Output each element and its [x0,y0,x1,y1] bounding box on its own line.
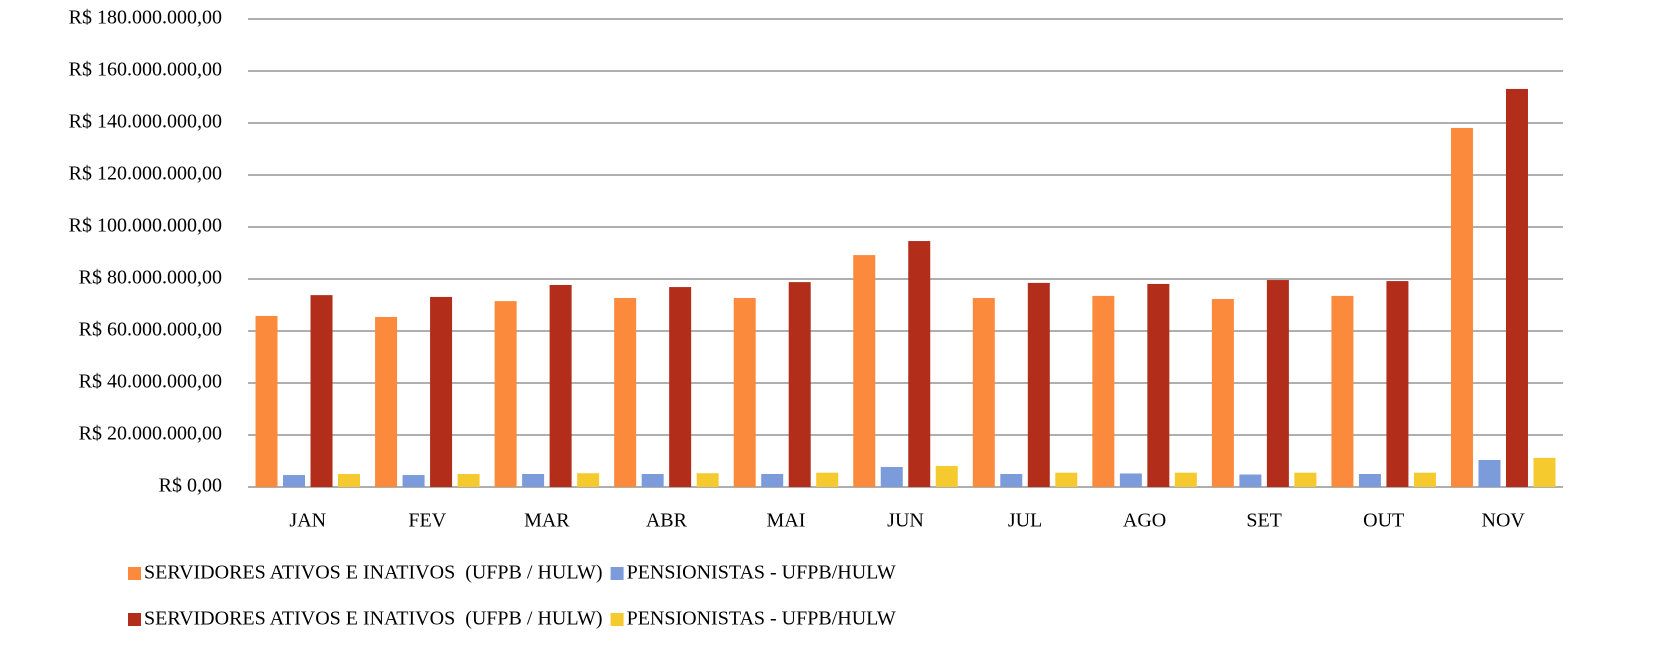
x-tick-label: NOV [1482,510,1526,532]
y-tick-label: R$ 160.000.000,00 [69,59,222,81]
x-tick-label: FEV [408,510,446,532]
legend-label: SERVIDORES ATIVOS E INATIVOS (UFPB / HUL… [144,608,603,630]
bar [1358,474,1381,487]
bar [457,474,480,487]
bar [375,316,398,487]
bar [549,284,572,487]
bar [1000,474,1023,487]
y-tick-label: R$ 60.000.000,00 [79,319,222,341]
legend-label: PENSIONISTAS - UFPB/HULW [627,608,896,630]
bar [577,473,600,487]
y-tick-label: R$ 0,00 [159,475,222,497]
bar [816,472,839,487]
bar [1533,457,1556,487]
y-tick-label: R$ 20.000.000,00 [79,423,222,445]
bar [1027,282,1050,487]
x-tick-label: OUT [1363,510,1404,532]
x-tick-label: JUL [1008,510,1042,532]
bar [1147,283,1170,487]
bar [522,474,545,487]
y-tick-label: R$ 120.000.000,00 [69,163,222,185]
bar [908,241,931,487]
y-tick-label: R$ 140.000.000,00 [69,111,222,133]
legend-label: PENSIONISTAS - UFPB/HULW [627,562,896,584]
bar [1478,459,1501,487]
bar [1055,472,1078,487]
bar [430,296,453,487]
bar [761,474,784,487]
bar [853,255,876,487]
x-tick-label: SET [1246,510,1282,532]
bar [283,475,306,487]
bar [880,466,903,487]
bar [338,474,361,487]
bar [614,297,637,487]
bar [1386,281,1409,487]
x-tick-label: MAR [524,510,570,532]
bar [935,465,958,487]
x-tick-label: ABR [646,510,688,532]
bar [402,475,425,487]
y-tick-label: R$ 180.000.000,00 [69,7,222,29]
bar [641,474,664,487]
bar [788,282,811,487]
y-tick-label: R$ 80.000.000,00 [79,267,222,289]
legend-label: SERVIDORES ATIVOS E INATIVOS (UFPB / HUL… [144,562,603,584]
bar [669,287,692,487]
bar [310,295,333,487]
bar [1413,472,1436,487]
bar [494,301,517,487]
bar [733,297,756,487]
bar [1331,295,1354,487]
bar [1092,295,1115,487]
y-tick-label: R$ 100.000.000,00 [69,215,222,237]
bar [255,315,278,487]
x-tick-label: JAN [289,510,326,532]
bar [1211,299,1234,487]
legend-swatch [610,613,624,626]
bar [1505,88,1528,487]
bar [1266,280,1289,487]
x-tick-label: JUN [887,510,924,532]
bar [1239,474,1262,487]
legend-swatch [610,567,624,580]
bar [1450,127,1473,487]
y-tick-label: R$ 40.000.000,00 [79,371,222,393]
legend-swatch [128,567,141,580]
bar [1174,472,1197,487]
bar [1294,472,1317,487]
bar [972,297,995,487]
legend-swatch [128,613,141,626]
x-tick-label: AGO [1123,510,1166,532]
bar [1119,473,1142,487]
bar [696,473,719,487]
x-tick-label: MAI [767,510,806,532]
